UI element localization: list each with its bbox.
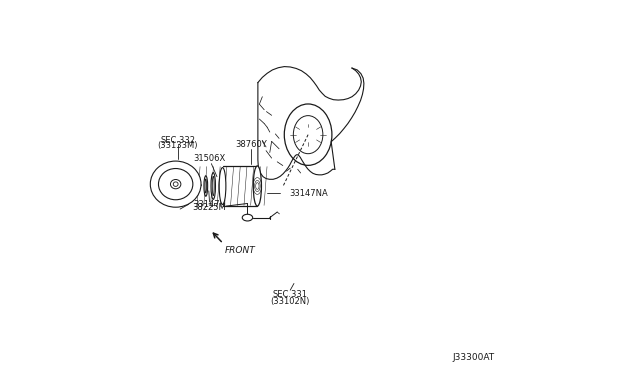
Ellipse shape: [253, 166, 262, 206]
Ellipse shape: [219, 167, 226, 204]
Text: SEC.332: SEC.332: [160, 136, 195, 145]
Ellipse shape: [204, 176, 207, 196]
Text: 38760Y: 38760Y: [236, 140, 267, 150]
Ellipse shape: [205, 179, 207, 193]
Ellipse shape: [150, 161, 201, 207]
Ellipse shape: [243, 214, 253, 221]
Text: (33102N): (33102N): [271, 297, 310, 306]
Ellipse shape: [159, 169, 193, 200]
Ellipse shape: [212, 176, 214, 196]
Text: FRONT: FRONT: [225, 246, 256, 254]
Text: 31506X: 31506X: [193, 154, 226, 163]
Ellipse shape: [211, 173, 216, 199]
Text: (33133M): (33133M): [157, 141, 198, 150]
Text: J33300AT: J33300AT: [452, 353, 495, 362]
Text: 38225M: 38225M: [193, 203, 227, 212]
Text: SEC.331: SEC.331: [273, 291, 308, 299]
Ellipse shape: [173, 182, 178, 186]
Text: 33147N: 33147N: [193, 200, 227, 209]
Ellipse shape: [170, 179, 181, 189]
Text: 33147NA: 33147NA: [289, 189, 328, 198]
